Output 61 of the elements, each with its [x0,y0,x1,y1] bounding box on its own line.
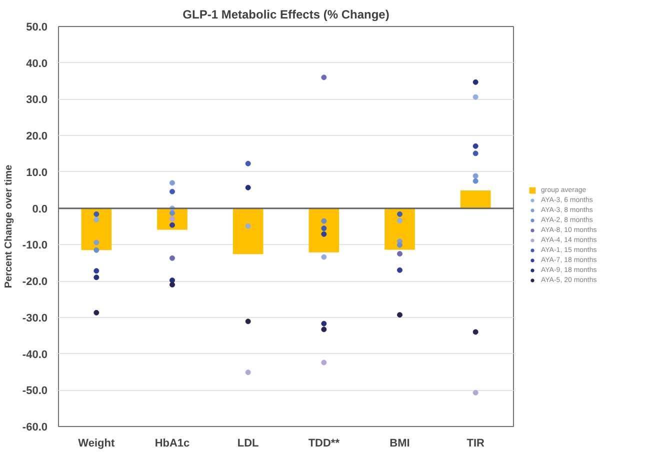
point [245,184,251,190]
point [472,79,478,85]
y-tick-label: 50.0 [26,22,48,34]
point [170,255,175,261]
point [472,390,478,396]
point [94,211,100,217]
x-tick-label: BMI [390,438,410,450]
point [321,231,327,237]
point [472,150,478,156]
point [472,94,478,100]
y-tick-label: 20.0 [26,130,48,143]
point [245,370,251,376]
point [321,226,327,232]
point [170,210,175,216]
point [397,267,402,273]
y-tick-label: 10.0 [26,166,48,179]
chart-title: GLP-1 Metabolic Effects (% Change) [182,8,390,22]
y-tick-label: -50.0 [22,385,48,398]
y-tick-label: -60.0 [22,422,48,434]
point [245,223,251,229]
x-tick-label: Weight [78,438,115,450]
point [397,242,402,248]
point [321,360,327,366]
point [397,218,402,224]
point [94,247,100,253]
point [397,312,402,318]
point [94,216,100,222]
x-tick-label: TIR [466,438,484,450]
point [245,160,251,166]
y-tick-label: -40.0 [22,348,48,361]
point [321,320,327,326]
point [170,216,175,222]
y-tick-label: 0.0 [32,203,48,216]
point [170,222,175,228]
point [472,178,478,184]
point [94,274,100,280]
point [472,329,478,335]
point [94,240,100,246]
point [245,318,251,324]
point [472,143,478,149]
x-tick-label: HbA1c [154,438,190,450]
point [321,326,327,332]
y-tick-label: 40.0 [26,58,48,70]
x-tick-label: LDL [237,438,260,450]
point [321,218,327,224]
point [170,180,175,186]
point [94,310,100,316]
point [321,74,327,80]
y-tick-label: 30.0 [26,94,48,106]
y-tick-label: -20.0 [22,276,48,288]
point [170,282,175,288]
y-axis-title: Percent Change over time [3,164,14,288]
point [170,188,175,194]
point [94,268,100,274]
y-tick-label: -10.0 [22,240,48,252]
point [472,173,478,179]
point [397,251,402,257]
point [397,211,402,217]
y-tick-label: -30.0 [22,312,48,324]
point [321,254,327,260]
x-tick-label: TDD** [308,438,340,450]
